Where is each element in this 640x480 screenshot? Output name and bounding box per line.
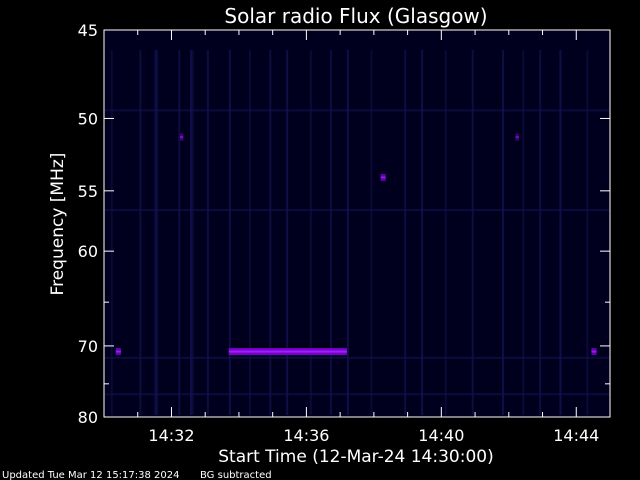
horizontal-noise-streak	[105, 393, 609, 396]
bright-features	[115, 133, 597, 356]
x-tick-label: 14:40	[418, 426, 464, 445]
vertical-noise-streak	[178, 50, 181, 415]
x-tick-label: 14:44	[553, 426, 599, 445]
horizontal-noise-streak	[105, 209, 609, 212]
vertical-noise-streak	[110, 50, 113, 415]
vertical-noise-streak	[370, 50, 373, 415]
x-axis-ticks: 14:32 14:36 14:40 14:44	[103, 30, 611, 445]
chart-title: Solar radio Flux (Glasgow)	[224, 4, 487, 28]
signal-feature-core	[380, 176, 386, 179]
plot-area	[103, 29, 611, 418]
x-tick-label: 14:32	[148, 426, 194, 445]
plot-background	[104, 30, 610, 417]
y-axis-ticks: 45 50 55 60 70 80	[78, 21, 610, 427]
vertical-noise-streak	[404, 50, 407, 415]
vertical-noise-streak	[309, 50, 312, 415]
signal-feature-core	[115, 350, 121, 353]
footer-bg-note: BG subtracted	[200, 470, 272, 480]
vertical-noise-streak	[249, 50, 252, 415]
footer-updated: Updated Tue Mar 12 15:17:38 2024	[2, 470, 180, 480]
y-tick-label: 45	[78, 21, 98, 40]
signal-feature-core	[179, 136, 184, 139]
horizontal-noise-streak	[105, 356, 609, 359]
vertical-noise-streak	[346, 50, 349, 415]
y-axis-label: Frequency [MHz]	[48, 153, 68, 296]
y-tick-label: 50	[78, 109, 98, 128]
vertical-noise-streak	[228, 50, 231, 415]
vertical-noise-streak	[190, 50, 193, 415]
vertical-noise-streak	[206, 50, 209, 415]
y-tick-label: 80	[78, 408, 98, 427]
vertical-noise-streak	[586, 50, 589, 415]
y-tick-label: 55	[78, 182, 98, 201]
vertical-noise-streak	[559, 50, 562, 415]
vertical-noise-streak	[471, 50, 474, 415]
vertical-noise-streak	[154, 50, 157, 415]
vertical-noise-streak	[539, 50, 542, 415]
vertical-noise-streak	[156, 50, 159, 415]
vertical-noise-streak	[502, 50, 505, 415]
vertical-noise-streak	[286, 50, 289, 415]
horizontal-noise-streak	[105, 109, 609, 112]
vertical-noise-streak	[139, 50, 142, 415]
plot-frame	[103, 29, 611, 418]
y-tick-label: 70	[78, 337, 98, 356]
signal-feature-core	[228, 350, 347, 353]
vertical-noise-streak	[330, 50, 333, 415]
vertical-noise-streak	[421, 50, 424, 415]
y-tick-label: 60	[78, 242, 98, 261]
signal-feature-core	[591, 350, 597, 353]
vertical-noise-streak	[269, 50, 272, 415]
vertical-noise-streak	[522, 50, 525, 415]
signal-feature-core	[515, 136, 519, 139]
x-axis-label: Start Time (12-Mar-24 14:30:00)	[218, 447, 493, 467]
vertical-noise-streak	[191, 50, 194, 415]
x-tick-label: 14:36	[283, 426, 329, 445]
noise-streaks	[105, 50, 609, 415]
vertical-noise-streak	[444, 50, 447, 415]
